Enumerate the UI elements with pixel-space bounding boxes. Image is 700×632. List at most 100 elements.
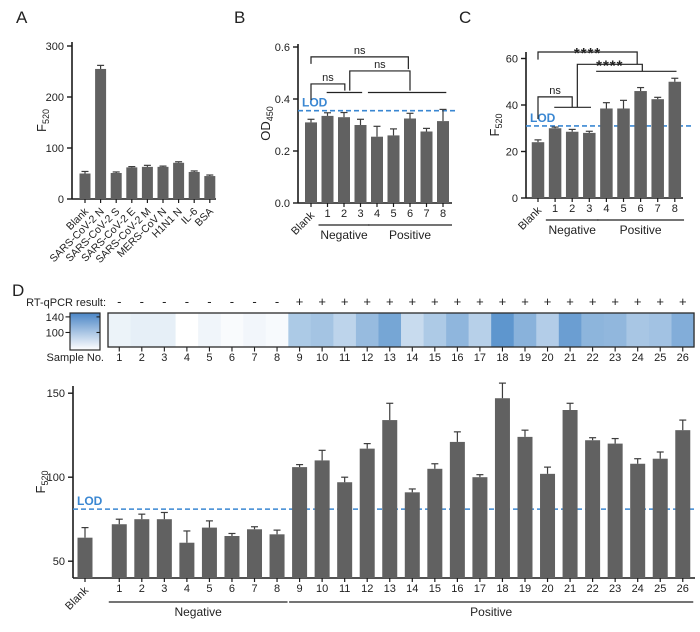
bar-18: [494, 398, 510, 578]
panel-b-label: B: [234, 8, 246, 27]
bar-5: [387, 135, 400, 203]
sample-number: 21: [564, 352, 576, 364]
x-category-label: Blank: [63, 584, 91, 612]
x-category-label: 3: [357, 208, 363, 220]
sample-number: 17: [474, 352, 486, 364]
bar-Blank: [77, 537, 93, 578]
y-tick-label: 0: [512, 193, 518, 205]
x-category-label: 4: [184, 583, 190, 595]
x-category-label: 5: [620, 203, 626, 215]
sig-label: ****: [596, 57, 623, 74]
bar-26: [675, 430, 691, 578]
x-category-label: 6: [638, 203, 644, 215]
bar-7: [420, 131, 433, 203]
bar-13: [382, 420, 398, 578]
rtqpcr-sign: +: [521, 294, 529, 309]
bar-1: [548, 128, 562, 198]
sample-number: 16: [451, 352, 463, 364]
sample-number: 18: [496, 352, 508, 364]
heatmap-cell: [130, 313, 154, 347]
rtqpcr-sign: +: [499, 294, 507, 309]
rtqpcr-row-label: RT-qPCR result:: [26, 297, 106, 309]
bar-25: [652, 458, 668, 578]
bar-12: [359, 448, 375, 578]
y-tick-label: 0: [58, 194, 64, 206]
chart-C: 0 20 40 60 F520 LOD Blank 1 2 3 4 5 6 7 8 Negative Posit…: [487, 45, 692, 237]
bar-8: [437, 121, 449, 203]
x-category-label: BSA: [193, 206, 216, 229]
x-category-label: 22: [586, 583, 598, 595]
bar-2: [565, 131, 579, 198]
x-category-label: 21: [564, 583, 576, 595]
heatmap-cell: [220, 313, 244, 347]
bar-3: [354, 125, 367, 203]
colorbar-tick-label: 100: [46, 327, 64, 339]
rtqpcr-sign: +: [318, 294, 326, 309]
sig-bracket: [537, 96, 573, 119]
rtqpcr-sign: +: [611, 294, 619, 309]
x-category-label: 17: [474, 583, 486, 595]
y-tick-label: 0.0: [275, 198, 290, 210]
x-category-label: 7: [251, 583, 257, 595]
rtqpcr-sign: +: [454, 294, 462, 309]
bar-22: [585, 440, 601, 578]
sample-number: 9: [297, 352, 303, 364]
sample-number: 10: [316, 352, 328, 364]
y-tick-label: 200: [46, 92, 64, 104]
rtqpcr-sign: +: [408, 294, 416, 309]
x-category-label: 11: [339, 583, 350, 595]
rtqpcr-sign: -: [185, 294, 189, 309]
bar-Blank: [305, 122, 317, 203]
bar-2: [134, 519, 150, 578]
panel-a-label: A: [16, 8, 28, 27]
sig-bracket: [310, 56, 409, 70]
heatmap-cell: [536, 313, 560, 347]
x-category-label: 13: [384, 583, 396, 595]
y-tick-label: 300: [46, 41, 64, 53]
group-label: Positive: [389, 228, 431, 242]
bar-Blank: [531, 142, 545, 198]
sig-label: ns: [549, 85, 561, 97]
x-category-label: 20: [541, 583, 553, 595]
y-tick-label: 0.4: [275, 94, 290, 106]
bar-SARS-CoV-2 N: [95, 68, 107, 199]
rtqpcr-sign: +: [431, 294, 439, 309]
sample-number: 24: [632, 352, 644, 364]
y-tick-label: 100: [47, 472, 65, 484]
heatmap-cell: [626, 313, 650, 347]
rtqpcr-sign: +: [589, 294, 597, 309]
chart-B: 0.0 0.2 0.4 0.6 OD450 LOD Blank 1 2 3 4 5 6 7 8 Negativ…: [258, 42, 455, 242]
bar-7: [651, 99, 664, 198]
sig-bracket: [537, 51, 638, 65]
heatmap-cell: [153, 313, 176, 347]
bar-5: [617, 108, 630, 198]
heatmap-cell: [401, 313, 424, 347]
bar-6: [224, 536, 240, 578]
x-category-label: 23: [609, 583, 621, 595]
rtqpcr-sign: +: [634, 294, 642, 309]
bar-15: [427, 468, 443, 578]
y-tick-label: 0.2: [275, 146, 290, 158]
x-category-label: 7: [655, 203, 661, 215]
bar-7: [247, 529, 263, 578]
y-tick-label: 100: [46, 143, 64, 155]
heatmap-cell: [108, 313, 131, 347]
sig-label: ns: [322, 72, 334, 84]
x-category-label: 14: [406, 583, 418, 595]
x-category-label: 24: [632, 583, 644, 595]
sig-label: ****: [574, 45, 601, 62]
rtqpcr-sign: -: [117, 294, 121, 309]
panel-d-samples-chart: RT-qPCR result: -1-2-3-4-5-6-7-8+9+10+11+…: [26, 294, 695, 619]
bar-H1N1 N: [173, 162, 185, 199]
rtqpcr-sign: -: [140, 294, 144, 309]
group-label: Positive: [620, 223, 662, 237]
bar-SARS-CoV-2 S: [110, 172, 122, 199]
x-category-label: 7: [423, 208, 429, 220]
heatmap-cell: [581, 313, 605, 347]
rtqpcr-sign: -: [252, 294, 256, 309]
panel-d-label: D: [12, 281, 25, 300]
rtqpcr-sign: +: [341, 294, 349, 309]
bar-1: [321, 115, 334, 203]
